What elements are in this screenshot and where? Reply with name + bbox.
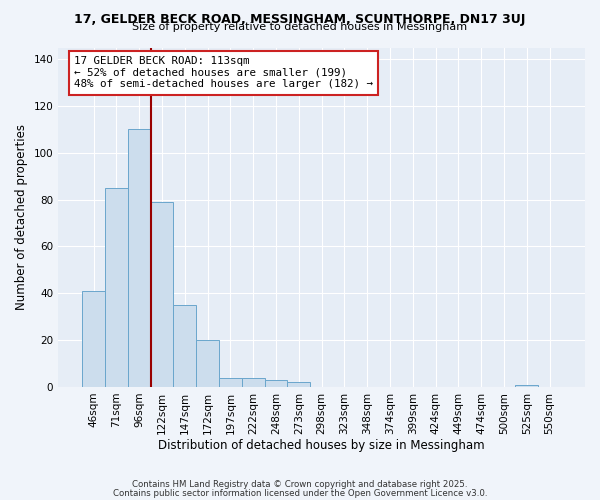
Bar — [196, 340, 219, 387]
Bar — [128, 130, 151, 387]
Bar — [265, 380, 287, 387]
Bar — [219, 378, 242, 387]
Bar — [287, 382, 310, 387]
Y-axis label: Number of detached properties: Number of detached properties — [15, 124, 28, 310]
Text: Contains HM Land Registry data © Crown copyright and database right 2025.: Contains HM Land Registry data © Crown c… — [132, 480, 468, 489]
Bar — [173, 305, 196, 387]
Bar — [515, 384, 538, 387]
Text: 17 GELDER BECK ROAD: 113sqm
← 52% of detached houses are smaller (199)
48% of se: 17 GELDER BECK ROAD: 113sqm ← 52% of det… — [74, 56, 373, 89]
Text: 17, GELDER BECK ROAD, MESSINGHAM, SCUNTHORPE, DN17 3UJ: 17, GELDER BECK ROAD, MESSINGHAM, SCUNTH… — [74, 12, 526, 26]
Bar — [242, 378, 265, 387]
X-axis label: Distribution of detached houses by size in Messingham: Distribution of detached houses by size … — [158, 440, 485, 452]
Text: Contains public sector information licensed under the Open Government Licence v3: Contains public sector information licen… — [113, 489, 487, 498]
Bar — [151, 202, 173, 387]
Text: Size of property relative to detached houses in Messingham: Size of property relative to detached ho… — [133, 22, 467, 32]
Bar — [105, 188, 128, 387]
Bar — [82, 291, 105, 387]
